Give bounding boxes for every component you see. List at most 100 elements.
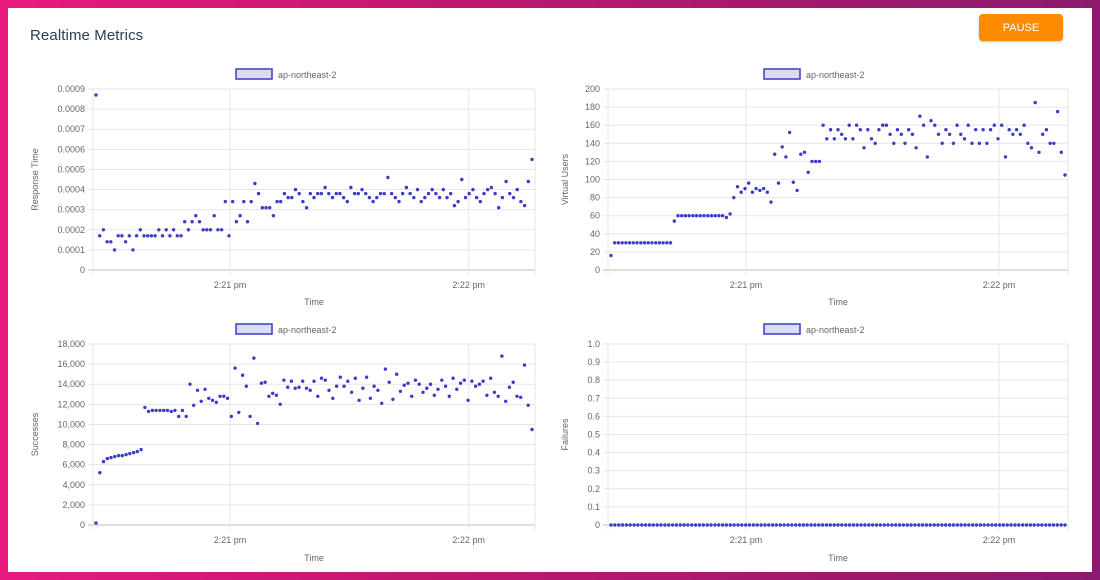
data-point [905,523,909,527]
data-point [353,376,357,380]
data-point [650,241,654,245]
data-point [177,414,181,419]
data-point [836,523,840,527]
data-point [1055,523,1060,527]
data-point [761,186,766,191]
data-point [94,93,98,97]
data-point [205,228,209,232]
data-point [218,394,222,398]
data-point [511,195,516,200]
data-point [694,214,699,218]
data-point [112,248,117,252]
data-point [440,378,444,382]
data-point [751,523,756,527]
data-point [471,187,475,192]
data-point [473,384,478,388]
response-time-chart: 0 0.0001 0.0002 0.0003 0.0004 0.0005 0.0006 0.0… [30,68,536,307]
data-point [909,523,913,527]
data-point [929,119,933,123]
data-point [146,409,151,414]
pause-button[interactable]: PAUSE [979,14,1063,41]
data-point [659,523,663,527]
data-point [990,523,994,527]
data-point [158,408,162,413]
data-point [401,191,405,196]
data-point [466,398,470,402]
data-point [786,523,790,527]
data-point [921,123,926,127]
data-point [936,132,941,136]
x-tick-label: 2:21 pm [730,535,763,545]
data-point [229,414,233,419]
legend-swatch [763,323,801,335]
data-point [443,384,448,388]
data-point [208,228,213,232]
data-point [717,214,721,218]
data-point [142,234,146,238]
data-point [665,241,669,245]
data-point [316,191,320,196]
data-point [994,523,998,527]
data-point [859,523,863,527]
data-point [627,241,632,245]
data-point [836,128,840,132]
data-point [162,408,166,413]
data-point [981,128,985,132]
y-tick-label: 80 [590,193,600,203]
data-point [1017,523,1021,527]
data-point [153,234,157,238]
data-point [631,241,635,245]
data-point [613,523,617,527]
data-point [105,456,110,461]
y-axis-title: Successes [30,412,40,456]
data-point [426,191,431,196]
data-point [195,388,200,392]
data-point [892,141,896,145]
data-point [345,199,349,204]
data-point [824,523,829,527]
data-point [164,228,168,232]
data-point [334,191,338,196]
data-point [190,220,194,224]
data-point [522,363,527,367]
x-tick-label: 2:21 pm [214,280,247,290]
data-point [932,523,936,527]
data-point [338,191,342,196]
data-point [709,523,713,527]
data-point [903,141,907,145]
data-point [690,523,694,527]
data-point [797,523,802,527]
data-point [123,240,128,244]
y-tick-label: 0.1 [587,502,600,512]
data-point [640,523,644,527]
y-tick-label: 0.0005 [57,164,85,174]
data-point [421,390,425,394]
data-point [508,191,512,196]
data-point [455,387,459,391]
data-point [383,367,388,371]
data-point [832,137,836,141]
data-point [966,123,970,127]
data-point [967,523,971,527]
data-point [245,220,250,224]
data-point [982,523,986,527]
y-tick-label: 0.0003 [57,205,85,215]
data-point [231,199,235,204]
data-point [482,191,486,196]
data-point [372,384,376,388]
data-point [274,393,279,397]
data-point [985,141,989,145]
data-point [386,175,390,180]
data-point [668,241,673,245]
y-tick-label: 10,000 [57,419,85,429]
data-point [1029,146,1034,150]
data-point [470,379,474,383]
data-point [425,386,429,390]
data-point [997,523,1002,527]
data-point [758,188,762,193]
failures-chart: 0 0.1 0.2 0.3 0.4 0.5 0.6 0.7 0.8 0.9 1.0 2:21 pm 2:… [560,323,1069,563]
data-point [197,220,202,224]
data-point [271,214,276,218]
data-point [402,383,406,387]
data-point [286,385,290,389]
